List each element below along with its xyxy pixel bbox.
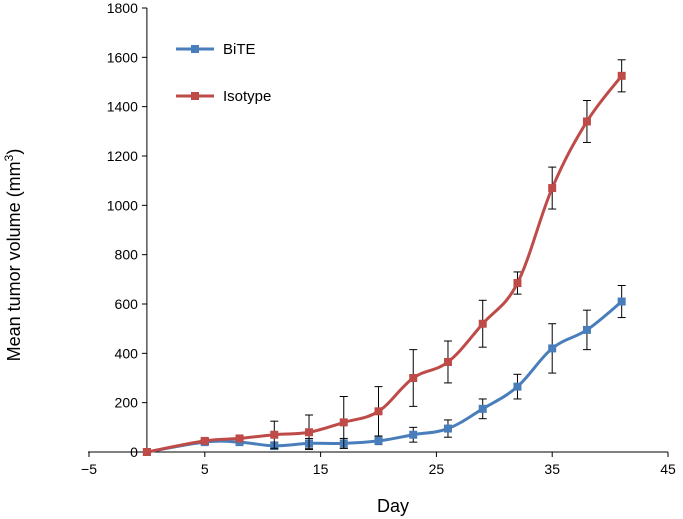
legend-label: Isotype (223, 88, 271, 105)
y-tick-label: 800 (115, 247, 139, 263)
data-point (142, 448, 151, 456)
data-point (478, 404, 487, 413)
data-point (305, 428, 314, 437)
data-point (235, 434, 244, 443)
data-point (617, 71, 626, 80)
data-point (443, 357, 452, 366)
data-point (478, 319, 487, 328)
x-tick-label: 25 (429, 461, 445, 477)
data-point (548, 184, 557, 193)
data-point (374, 407, 383, 416)
data-point (374, 436, 383, 445)
legend-marker (191, 45, 199, 53)
y-axis-title: Mean tumor volume (mm3) (2, 149, 24, 362)
y-tick-label: 1000 (107, 197, 138, 213)
y-tick-label: 1800 (107, 0, 138, 16)
data-point (270, 430, 279, 439)
legend-label: BiTE (223, 41, 256, 58)
series-line (146, 74, 623, 454)
y-tick-label: 1600 (107, 49, 138, 65)
x-tick-label: 45 (660, 461, 676, 477)
x-tick-label: 35 (544, 461, 560, 477)
data-point (513, 382, 522, 391)
data-point (200, 436, 209, 445)
data-point (443, 424, 452, 433)
data-point (548, 344, 557, 353)
axes: 0 200 400 600 800 1000 1200 1400 1600 1800 −5 5 15 25… (81, 0, 676, 477)
data-point (582, 117, 591, 126)
series-bite (142, 285, 626, 456)
data-point (582, 325, 591, 334)
legend: BiTE Isotype (176, 41, 271, 105)
legend-marker (191, 92, 199, 100)
x-tick-label: 5 (201, 461, 209, 477)
x-tick-label: 15 (313, 461, 329, 477)
y-tick-label: 600 (115, 296, 139, 312)
x-axis-title: Day (377, 496, 409, 516)
data-point (339, 418, 348, 427)
y-tick-label: 400 (115, 345, 139, 361)
y-tick-label: 0 (130, 444, 138, 460)
series-isotype (142, 59, 626, 456)
data-point (513, 279, 522, 288)
legend-item-bite: BiTE (176, 41, 256, 58)
data-point (617, 297, 626, 306)
y-tick-label: 1400 (107, 99, 138, 115)
series-layer (142, 59, 626, 456)
data-point (409, 374, 418, 382)
x-tick-label: −5 (81, 461, 97, 477)
y-tick-label: 200 (115, 395, 139, 411)
legend-item-isotype: Isotype (176, 88, 271, 105)
y-tick-label: 1200 (107, 148, 138, 164)
data-point (409, 430, 418, 439)
